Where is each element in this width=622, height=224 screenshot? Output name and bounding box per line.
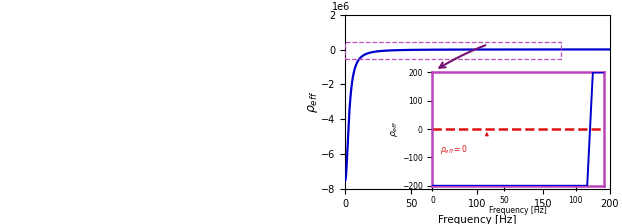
X-axis label: Frequency [Hz]: Frequency [Hz] [438,215,517,224]
Y-axis label: $\rho_{eff}$: $\rho_{eff}$ [306,91,320,113]
